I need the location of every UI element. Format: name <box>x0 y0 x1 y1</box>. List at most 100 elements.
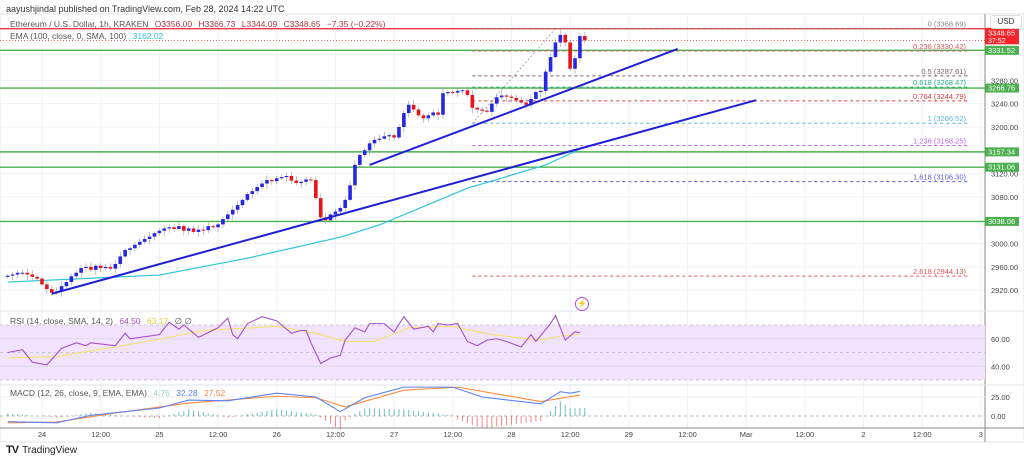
fib-level-label: 0.618 (3268.47) <box>913 78 966 87</box>
macd-legend[interactable]: MACD (12, 26, close, 9, EMA, EMA) 4.75 3… <box>10 388 229 398</box>
candle-down <box>45 284 49 290</box>
candle-up <box>338 208 343 212</box>
time-tick-label: 26 <box>273 430 281 439</box>
candle-up <box>93 265 98 270</box>
fib-anchor-line <box>471 28 556 124</box>
rsi-value: 64.50 <box>119 316 141 326</box>
candle-up <box>69 276 74 283</box>
candle-up <box>103 266 108 269</box>
level-badge-label: 3131.06 <box>988 163 1015 172</box>
candle-down <box>49 289 54 293</box>
candle-down <box>416 109 421 116</box>
published-note: aayushjindal published on TradingView.co… <box>6 4 285 14</box>
candle-up <box>79 268 83 273</box>
candle-down <box>172 227 176 230</box>
ohlc-open: O3356.00 <box>154 19 193 29</box>
symbol-legend: Ethereum / U.S. Dollar, 1h, KRAKEN O3356… <box>10 19 389 29</box>
macd-line <box>7 386 580 424</box>
candle-up <box>260 183 264 188</box>
candle-up <box>152 233 157 237</box>
ohlc-low: L3344.09 <box>241 19 278 29</box>
rsi-sma-line <box>7 325 580 359</box>
rsi-sma-value: 63.17 <box>147 316 169 326</box>
candle-up <box>548 57 553 72</box>
lightning-event-icon[interactable]: ⚡ <box>575 297 589 311</box>
macd-tick-label: 25.00 <box>991 393 1010 402</box>
candle-up <box>553 42 558 58</box>
level-badge <box>985 45 1019 55</box>
time-tick-label: 12:00 <box>561 430 580 439</box>
candle-down <box>289 175 294 181</box>
candle-down <box>270 180 274 182</box>
candle-up <box>387 135 391 137</box>
candle-up <box>406 104 411 114</box>
fib-level-label: 2.618 (2944.13) <box>913 267 966 276</box>
candle-up <box>142 238 147 242</box>
candle-up <box>118 256 123 265</box>
candle-down <box>211 226 215 228</box>
candle-up <box>84 266 88 269</box>
candle-up <box>226 214 230 220</box>
time-tick-label: 12:00 <box>443 430 462 439</box>
ema-legend[interactable]: EMA (100, close, 0, SMA, 100) 3162.02 <box>10 31 167 41</box>
macd-hist-value: 4.75 <box>153 388 170 398</box>
candle-up <box>196 229 201 232</box>
candle-up <box>494 97 499 104</box>
level-badge <box>985 83 1019 93</box>
rsi-tick-label: 60.00 <box>991 335 1010 344</box>
candle-up <box>221 219 225 225</box>
fib-level-label: 0 (3368.69) <box>928 20 967 29</box>
symbol-title[interactable]: Ethereum / U.S. Dollar, 1h, KRAKEN <box>10 19 149 29</box>
level-badge <box>985 147 1019 157</box>
fib-level-label: 0.236 (3330.42) <box>913 42 966 51</box>
candle-down <box>519 100 524 103</box>
price-tick-label: 2960.00 <box>991 263 1018 272</box>
time-tick-label: 29 <box>625 430 633 439</box>
candle-down <box>35 276 39 279</box>
price-tick-label: 2920.00 <box>991 286 1018 295</box>
ema-label: EMA (100, close, 0, SMA, 100) <box>10 31 127 41</box>
candle-down <box>524 102 528 105</box>
brand-name: TradingView <box>22 444 78 456</box>
candle-up <box>279 177 284 179</box>
candle-up <box>431 112 435 116</box>
candle-up <box>455 90 460 93</box>
rsi-line <box>7 314 580 366</box>
candle-down <box>191 228 196 232</box>
candle-down <box>465 90 470 95</box>
candle-up <box>490 103 494 112</box>
candle-down <box>504 95 509 97</box>
ema-line <box>7 148 581 283</box>
time-tick-label: 27 <box>390 430 398 439</box>
chart-frame <box>0 13 1024 443</box>
candle-down <box>392 135 396 138</box>
candle-up <box>343 199 347 209</box>
tradingview-logo[interactable]: TV TradingView <box>6 444 77 456</box>
level-badge-label: 3157.34 <box>988 147 1015 156</box>
fib-level-label: 1.236 (3168.25) <box>913 137 966 146</box>
candle-up <box>250 191 255 195</box>
currency-button[interactable]: USD <box>990 15 1022 29</box>
candle-up <box>245 194 250 200</box>
candle-up <box>20 272 25 274</box>
time-tick-label: Mar <box>740 430 753 439</box>
candle-up <box>426 115 431 119</box>
candle-up <box>367 143 372 151</box>
candle-up <box>15 272 20 275</box>
candle-up <box>5 275 10 277</box>
time-tick-label: 12:00 <box>209 430 228 439</box>
trendline <box>51 99 757 295</box>
rsi-legend[interactable]: RSI (14, close, SMA, 14, 2) 64.50 63.17 … <box>10 316 196 326</box>
level-badge-label: 3266.76 <box>988 84 1015 93</box>
candle-down <box>450 92 455 94</box>
macd-value: 32.28 <box>176 388 198 398</box>
candle-up <box>353 164 357 186</box>
candle-down <box>201 229 206 231</box>
candle-up <box>460 90 465 92</box>
candle-up <box>397 127 401 138</box>
candle-down <box>470 94 475 108</box>
candle-up <box>538 90 543 93</box>
candle-up <box>441 93 445 115</box>
candle-up <box>265 180 269 184</box>
